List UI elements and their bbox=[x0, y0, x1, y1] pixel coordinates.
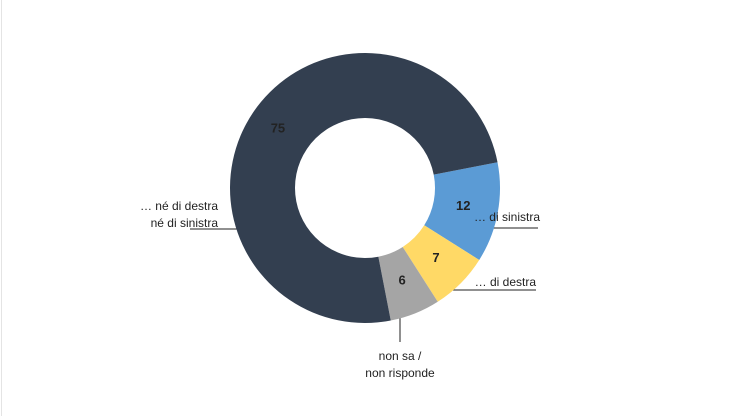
value-label: 7 bbox=[432, 250, 439, 265]
value-label: 6 bbox=[399, 272, 406, 287]
value-label: 75 bbox=[271, 121, 285, 136]
category-label-line: … né di destra bbox=[140, 199, 218, 213]
value-label: 12 bbox=[456, 198, 470, 213]
category-label: … di destra bbox=[475, 275, 537, 289]
donut-segment bbox=[402, 225, 480, 302]
category-label: … di sinistra bbox=[474, 210, 540, 224]
donut-segment bbox=[424, 162, 500, 260]
donut-segment bbox=[230, 53, 498, 323]
category-label-line: non risponde bbox=[365, 366, 435, 380]
category-label: non sa / non risponde bbox=[365, 349, 435, 380]
donut-segment bbox=[378, 246, 438, 321]
category-label-line: … di sinistra bbox=[474, 210, 540, 224]
category-label-line: né di sinistra bbox=[151, 216, 219, 230]
category-label-line: … di destra bbox=[475, 275, 537, 289]
category-label: … né di destra né di sinistra bbox=[140, 199, 218, 230]
category-label-line: non sa / bbox=[379, 349, 422, 363]
